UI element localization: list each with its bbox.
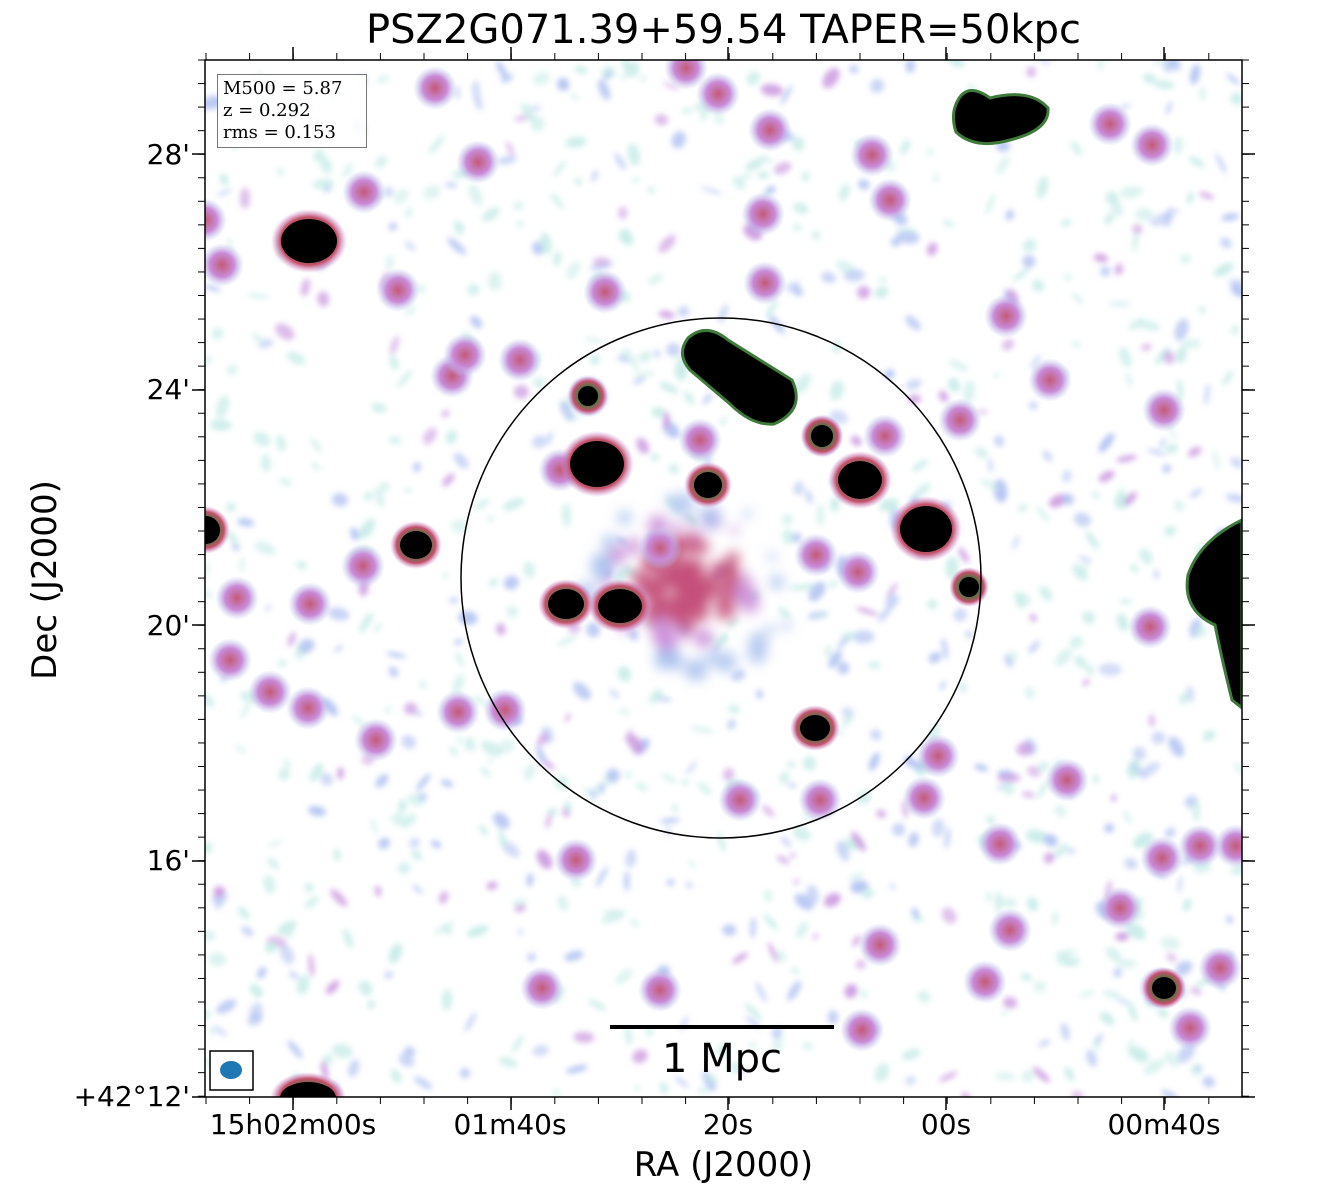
noise-field	[205, 60, 1242, 1097]
y-axis-label: Dec (J2000)	[25, 480, 65, 680]
rms-label: rms = 0.153	[223, 122, 336, 143]
compact-blobs	[205, 60, 1242, 1052]
figure-title: PSZ2G071.39+59.54 TAPER=50kpc	[366, 7, 1081, 53]
y-tick-label: 16'	[146, 844, 190, 877]
beam-ellipse	[220, 1061, 242, 1079]
diffuse-emission	[576, 492, 792, 682]
x-tick-label: 00m40s	[1107, 1108, 1221, 1141]
info-box: M500 = 5.87 z = 0.292 rms = 0.153	[217, 74, 367, 148]
y-tick-label: 24'	[146, 373, 190, 406]
x-tick-label: 15h02m00s	[209, 1108, 377, 1141]
y-tick-label: 20'	[146, 609, 190, 642]
x-tick-label: 20s	[702, 1108, 754, 1141]
redshift-label: z = 0.292	[223, 100, 311, 121]
x-axis-label: RA (J2000)	[633, 1145, 814, 1185]
scale-bar-label: 1 Mpc	[661, 1036, 783, 1082]
x-tick-label: 01m40s	[453, 1108, 567, 1141]
y-tick-label: +42°12'	[73, 1080, 190, 1113]
mass-label: M500 = 5.87	[223, 78, 343, 99]
x-tick-label: 00s	[920, 1108, 972, 1141]
radio-sources	[205, 89, 1242, 1097]
r500-circle	[460, 317, 982, 839]
axis-ticks	[192, 47, 1255, 1110]
y-tick-label: 28'	[146, 138, 190, 171]
